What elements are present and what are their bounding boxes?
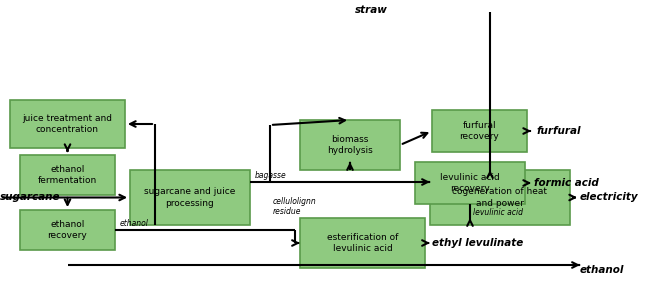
Text: bagasse: bagasse bbox=[255, 171, 287, 180]
Text: ethanol
fermentation: ethanol fermentation bbox=[38, 165, 97, 185]
Text: ethyl levulinate: ethyl levulinate bbox=[432, 238, 523, 248]
Text: levulinic acid
recovery: levulinic acid recovery bbox=[440, 173, 500, 193]
Text: sugarcane: sugarcane bbox=[0, 192, 60, 202]
Text: juice treatment and
concentration: juice treatment and concentration bbox=[22, 113, 112, 134]
FancyBboxPatch shape bbox=[300, 218, 425, 268]
Text: furfural: furfural bbox=[536, 126, 581, 136]
Text: ethanol: ethanol bbox=[120, 219, 149, 228]
Text: ethanol: ethanol bbox=[580, 265, 624, 275]
Text: electricity: electricity bbox=[580, 192, 638, 202]
FancyBboxPatch shape bbox=[10, 100, 125, 148]
FancyBboxPatch shape bbox=[300, 120, 400, 170]
Text: formic acid: formic acid bbox=[534, 178, 599, 188]
FancyBboxPatch shape bbox=[432, 110, 527, 152]
FancyBboxPatch shape bbox=[20, 210, 115, 250]
FancyBboxPatch shape bbox=[430, 170, 570, 225]
Text: sugarcane and juice
processing: sugarcane and juice processing bbox=[144, 187, 236, 208]
Text: levulinic acid: levulinic acid bbox=[473, 208, 523, 217]
Text: furfural
recovery: furfural recovery bbox=[460, 121, 499, 142]
Text: cogeneration of heat
and power: cogeneration of heat and power bbox=[452, 187, 548, 208]
Text: cellulolignn
residue: cellulolignn residue bbox=[273, 197, 317, 216]
Text: ethanol
recovery: ethanol recovery bbox=[48, 220, 87, 240]
Text: straw: straw bbox=[355, 5, 388, 15]
FancyBboxPatch shape bbox=[20, 155, 115, 195]
Text: esterification of
levulinic acid: esterification of levulinic acid bbox=[327, 233, 398, 253]
Text: biomass
hydrolysis: biomass hydrolysis bbox=[327, 135, 373, 155]
FancyBboxPatch shape bbox=[130, 170, 250, 225]
FancyBboxPatch shape bbox=[415, 162, 525, 204]
